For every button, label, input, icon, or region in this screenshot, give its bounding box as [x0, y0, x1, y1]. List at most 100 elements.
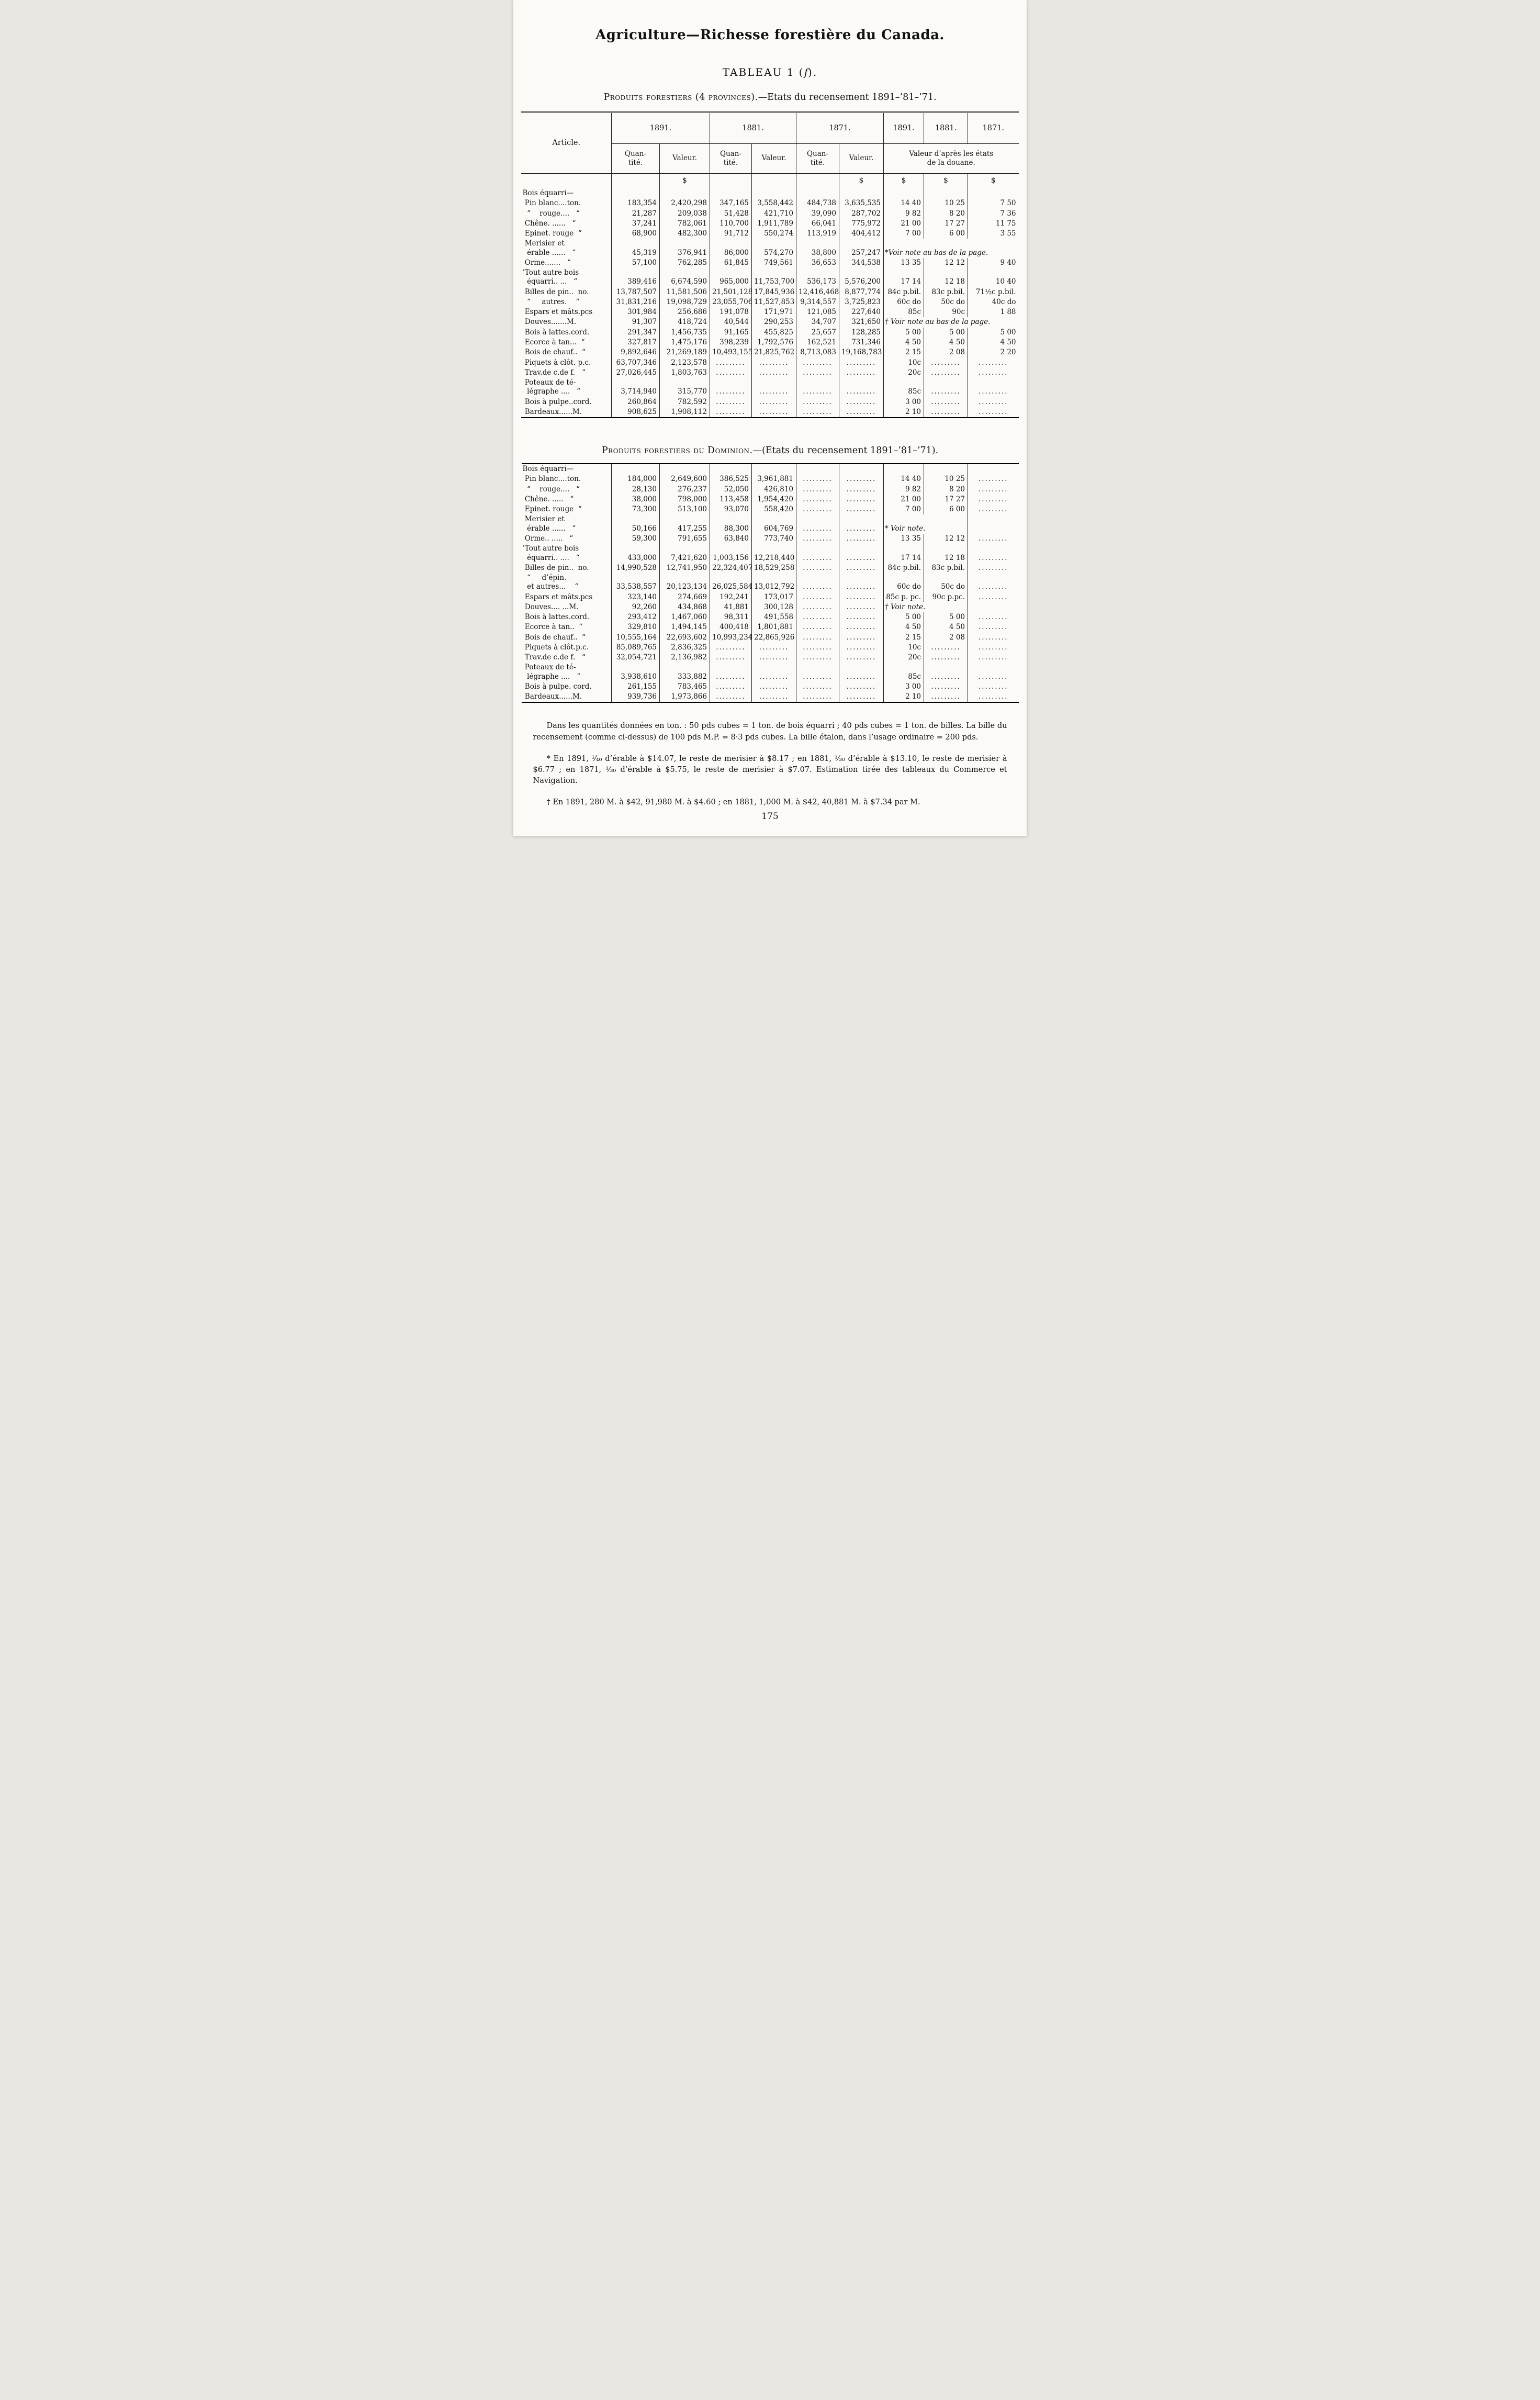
- dotted-cell: .........: [839, 592, 884, 602]
- table-row: Bois à pulpe. cord. 261,155 783,465.......…: [522, 681, 1019, 692]
- dotted-cell: .........: [796, 533, 839, 544]
- value-cell: 4 50: [883, 337, 924, 348]
- value-cell: 1,475,176: [659, 337, 710, 348]
- row-label: Ecorce à tan... “: [522, 338, 585, 346]
- value-cell: 3,714,940: [611, 378, 660, 397]
- value-cell: 71½c p.bil.: [968, 287, 1019, 297]
- value-cell: 484,738: [796, 198, 839, 209]
- row-label: Bois équarri—: [522, 465, 574, 474]
- table1-body: Bois équarri— Pin blanc....ton. 183,354 2,…: [521, 188, 1019, 418]
- value-cell: 85c p. pc.: [883, 592, 924, 602]
- empty-cell: [796, 188, 839, 199]
- value-cell: 7,421,620: [659, 544, 710, 563]
- dotted-cell: .........: [796, 642, 839, 653]
- dollar-sign: $: [883, 173, 924, 188]
- row-label: Merisier et érable ...... “: [522, 515, 576, 533]
- dotted-cell: .........: [924, 663, 968, 682]
- column-header-quantite-1891: Quan- tité.: [611, 143, 660, 174]
- value-cell: 85c: [883, 378, 924, 397]
- dotted-cell: .........: [839, 622, 884, 633]
- value-cell: 1,801,881: [751, 622, 796, 633]
- value-cell: 939,736: [611, 692, 660, 703]
- dotted-cell: .........: [839, 663, 884, 682]
- dotted-cell: .........: [796, 602, 839, 613]
- row-label: Bardeaux......M.: [522, 407, 582, 416]
- value-cell: 5 00: [883, 327, 924, 338]
- value-cell: 782,592: [659, 397, 710, 407]
- value-cell: 227,640: [838, 307, 884, 318]
- dotted-cell: .........: [709, 378, 752, 397]
- value-cell: 5 00: [924, 327, 968, 338]
- dotted-cell: .........: [751, 357, 796, 368]
- dotted-cell: .........: [968, 397, 1019, 407]
- tableau-prefix: TABLEAU 1 (: [722, 66, 804, 78]
- value-cell: 455,825: [751, 327, 796, 338]
- value-cell: 91,165: [709, 327, 752, 338]
- value-cell: 8 20: [924, 208, 968, 219]
- dotted-cell: .........: [751, 663, 796, 682]
- dotted-cell: .........: [751, 681, 796, 692]
- value-cell: 17,845,936: [751, 287, 796, 297]
- value-cell: 491,558: [751, 612, 796, 623]
- footnote-dagger: † En 1891, 280 M. à $42, 91,980 M. à $4.…: [546, 798, 920, 806]
- value-cell: 2,649,600: [659, 474, 710, 485]
- value-cell: 434,868: [659, 602, 710, 613]
- table2-heading-smallcaps: Produits forestiers du Dominion.: [601, 445, 753, 456]
- value-cell: 1,494,145: [659, 622, 710, 633]
- empty-cell: [968, 602, 1019, 613]
- dotted-cell: .........: [796, 504, 839, 515]
- dotted-cell: .........: [839, 563, 884, 574]
- value-cell: 110,700: [709, 218, 752, 229]
- value-cell: 276,237: [659, 484, 710, 495]
- row-label: Douves.... ...M.: [522, 602, 579, 611]
- value-cell: 22,324,407: [710, 563, 752, 574]
- value-cell: 50c do: [924, 573, 968, 592]
- dotted-cell: .........: [796, 573, 839, 592]
- value-cell: 12,741,950: [659, 563, 710, 574]
- page-title: Agriculture—Richesse forestière du Canad…: [595, 27, 945, 43]
- value-cell: 19,098,729: [659, 297, 710, 308]
- value-cell: 17 27: [924, 494, 968, 505]
- table-row: Merisier et érable ...... “ 45,319 376,941…: [521, 239, 1019, 258]
- value-cell: 31,831,216: [611, 297, 660, 308]
- column-header-douane-1881: 1881.: [924, 112, 968, 144]
- value-cell: 1,954,420: [751, 494, 796, 505]
- value-cell: 41,881: [710, 602, 752, 613]
- row-label: “ rouge.... “: [522, 209, 580, 218]
- dotted-cell: .........: [968, 663, 1019, 682]
- value-cell: 329,810: [611, 622, 660, 633]
- row-label: “ d’épin. et autres... “: [522, 574, 579, 591]
- table-row: Ecorce à tan.. “ 329,810 1,494,145 400,418 1…: [522, 622, 1019, 633]
- value-cell: 773,740: [751, 533, 796, 544]
- value-cell: 83c p.bil.: [924, 563, 968, 574]
- value-cell: 121,085: [796, 307, 839, 318]
- value-cell: 21 00: [883, 494, 924, 505]
- dotted-cell: .........: [751, 378, 796, 397]
- empty-cell: [883, 464, 924, 475]
- value-cell: 558,420: [751, 504, 796, 515]
- dotted-cell: .........: [924, 642, 968, 653]
- value-cell: 21,287: [611, 208, 660, 219]
- dotted-cell: .........: [709, 397, 752, 407]
- value-cell: 389,416: [611, 268, 660, 287]
- dotted-cell: .........: [796, 407, 839, 418]
- value-cell: 315,770: [659, 378, 710, 397]
- value-cell: 11,581,506: [659, 287, 710, 297]
- header-sub-row: Quan- tité. Valeur. Quan- tité. Valeur. …: [521, 143, 1019, 174]
- document-page: Agriculture—Richesse forestière du Canad…: [513, 0, 1027, 836]
- row-label: Bois de chauf.. “: [522, 633, 586, 642]
- row-label: Espars et mâts.pcs: [522, 592, 593, 601]
- value-cell: 9,892,646: [611, 347, 660, 358]
- unit-cell: [796, 173, 839, 188]
- value-cell: 782,061: [659, 218, 710, 229]
- row-label: Epinet. rouge “: [522, 505, 582, 514]
- value-cell: 192,241: [710, 592, 752, 602]
- value-cell: 39,090: [796, 208, 839, 219]
- dotted-cell: .........: [796, 622, 839, 633]
- value-cell: 3,558,442: [751, 198, 796, 209]
- value-cell: 21,501,128: [709, 287, 752, 297]
- value-cell: 18,529,258: [751, 563, 796, 574]
- value-cell: 88,300: [710, 514, 752, 534]
- value-cell: 10 40: [968, 268, 1019, 287]
- value-cell: 84c p.bil.: [883, 287, 924, 297]
